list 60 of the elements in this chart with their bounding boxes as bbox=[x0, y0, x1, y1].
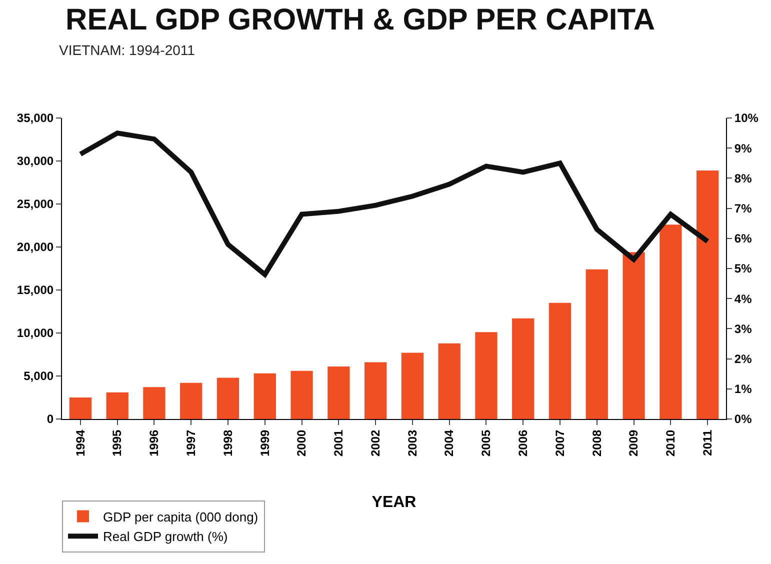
y-tick-label: 25,000 bbox=[16, 197, 54, 212]
chart-subtitle: VIETNAM: 1994-2011 bbox=[59, 42, 196, 58]
bar bbox=[401, 352, 424, 419]
bar bbox=[143, 387, 166, 419]
bar bbox=[696, 170, 719, 419]
y-tick-label: 20,000 bbox=[16, 240, 54, 254]
y2-tick-label: 10% bbox=[734, 111, 759, 126]
x-tick-label: 2002 bbox=[368, 429, 382, 457]
bar bbox=[328, 366, 350, 419]
legend-label: GDP per capita (000 dong) bbox=[103, 509, 258, 524]
x-tick-label: 2010 bbox=[664, 429, 678, 457]
y-tick-label: 0 bbox=[46, 412, 54, 426]
y2-tick-label: 6% bbox=[734, 232, 752, 246]
x-tick-label: 1996 bbox=[147, 429, 162, 457]
x-tick-label: 1999 bbox=[258, 429, 272, 457]
y-tick-label: 15,000 bbox=[16, 283, 54, 298]
chart-title: REAL GDP GROWTH & GDP PER CAPITA bbox=[66, 3, 656, 36]
x-tick-label: 2003 bbox=[405, 429, 420, 457]
y2-tick-label: 7% bbox=[734, 202, 752, 216]
y-tick-label: 10,000 bbox=[16, 326, 54, 340]
y-tick-label: 5,000 bbox=[24, 369, 54, 384]
x-tick-label: 2008 bbox=[590, 429, 604, 457]
bar bbox=[548, 302, 572, 419]
x-tick-label: 2005 bbox=[479, 429, 494, 457]
y-tick-label: 35,000 bbox=[16, 111, 54, 126]
legend-label: Real GDP growth (%) bbox=[103, 529, 228, 544]
x-tick-label: 2004 bbox=[442, 429, 456, 457]
bar bbox=[622, 252, 645, 419]
x-tick-label: 2006 bbox=[516, 429, 530, 457]
y2-tick-label: 2% bbox=[734, 352, 752, 366]
x-tick-label: 1995 bbox=[110, 429, 124, 457]
bar bbox=[438, 343, 460, 419]
bar bbox=[180, 382, 202, 419]
bar bbox=[660, 224, 682, 419]
x-tick-label: 1998 bbox=[220, 429, 235, 457]
y-tick-label: 30,000 bbox=[16, 154, 54, 168]
bar bbox=[586, 269, 608, 419]
x-tick-label: 1997 bbox=[184, 429, 198, 457]
x-tick-label: 2001 bbox=[332, 429, 346, 457]
bar bbox=[216, 378, 240, 419]
x-tick-label: 2011 bbox=[700, 429, 714, 456]
bar bbox=[512, 318, 534, 419]
y2-tick-label: 9% bbox=[734, 141, 752, 156]
y2-tick-label: 0% bbox=[734, 412, 752, 426]
bar bbox=[254, 373, 276, 419]
bar bbox=[290, 370, 313, 419]
y2-tick-label: 4% bbox=[734, 292, 752, 306]
x-tick-label: 1994 bbox=[73, 429, 88, 457]
y2-tick-label: 3% bbox=[734, 322, 752, 336]
bar bbox=[106, 392, 128, 419]
y2-tick-label: 8% bbox=[734, 171, 752, 186]
y2-tick-label: 1% bbox=[734, 382, 752, 396]
bar bbox=[364, 362, 387, 419]
x-tick-label: 2007 bbox=[552, 429, 567, 457]
bar bbox=[475, 332, 498, 419]
y2-tick-label: 5% bbox=[734, 262, 752, 276]
x-axis-title: YEAR bbox=[372, 494, 417, 512]
bar bbox=[69, 398, 92, 419]
x-tick-label: 2009 bbox=[626, 429, 641, 457]
x-tick-label: 2000 bbox=[294, 429, 309, 457]
